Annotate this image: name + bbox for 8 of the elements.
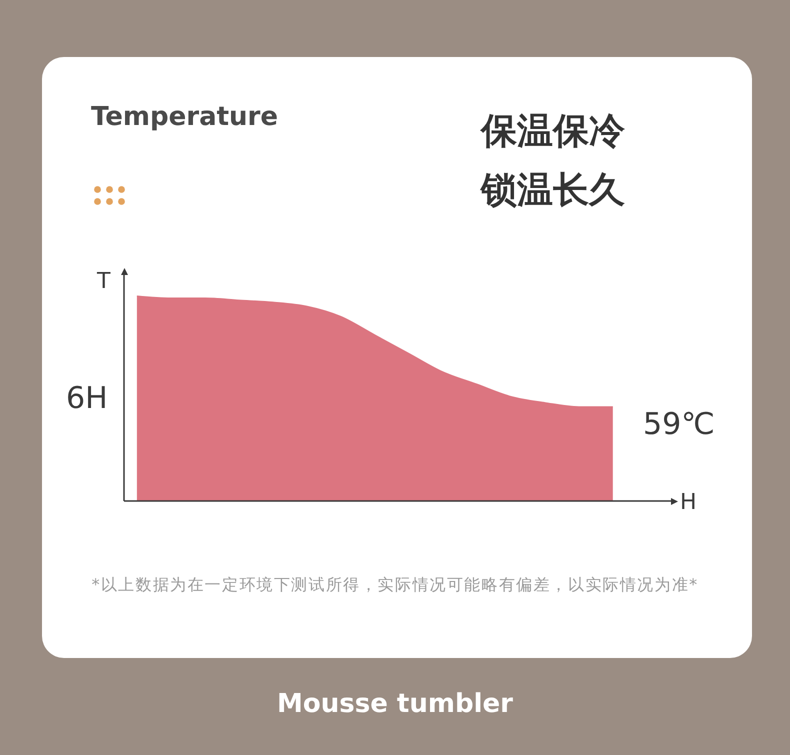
text: *以上数据为在一定环境下测试所得，实际情况可能略有偏差，以实际情况为准* <box>92 575 698 595</box>
chart-subtitle: 保温保冷锁温长久 <box>481 110 626 212</box>
chart-title: Temperature <box>91 102 278 134</box>
x-axis-title: H <box>680 490 697 516</box>
y-axis-title: T <box>97 268 110 296</box>
text: Mousse tumbler <box>277 689 513 721</box>
text: 6H <box>66 381 108 417</box>
text: 59℃ <box>643 407 715 443</box>
